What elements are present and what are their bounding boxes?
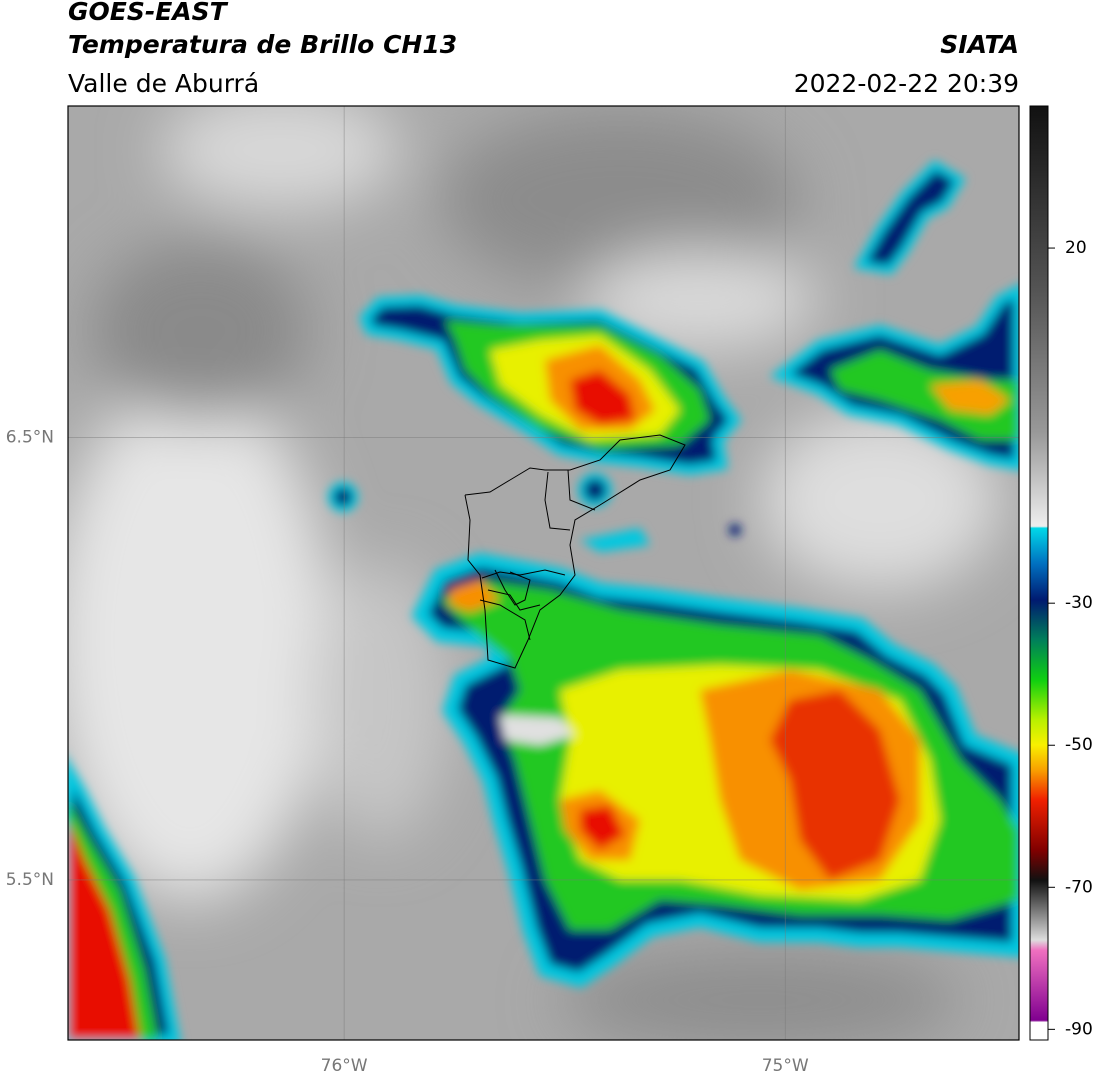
colorbar-ticks: 20 -30 -50 -70 -90 bbox=[1048, 238, 1093, 1039]
colorbar bbox=[1029, 105, 1049, 1041]
map-frame bbox=[67, 105, 1020, 1041]
satellite-image bbox=[68, 106, 1019, 1040]
agency: SIATA bbox=[940, 30, 1019, 59]
title: GOES-EAST bbox=[68, 0, 229, 26]
colorbar-tick-label: -50 bbox=[1065, 735, 1093, 755]
region: Valle de Aburrá bbox=[68, 69, 259, 98]
y-tick-label: 6.5°N bbox=[6, 428, 54, 448]
graticule bbox=[68, 106, 1019, 1040]
colorbar-tick-label: -70 bbox=[1065, 877, 1093, 897]
subtitle: Temperatura de Brillo CH13 bbox=[68, 30, 457, 59]
x-tick-label: 75°W bbox=[762, 1056, 809, 1076]
colorbar-tick-label: -30 bbox=[1065, 593, 1093, 613]
x-tick-label: 76°W bbox=[321, 1056, 368, 1076]
colorbar-tick-label: -90 bbox=[1065, 1019, 1093, 1039]
municipal-boundaries bbox=[464, 434, 686, 669]
y-tick-label: 5.5°N bbox=[6, 870, 54, 890]
datetime: 2022-02-22 20:39 bbox=[794, 69, 1019, 98]
colorbar-tick-label: 20 bbox=[1065, 238, 1087, 258]
